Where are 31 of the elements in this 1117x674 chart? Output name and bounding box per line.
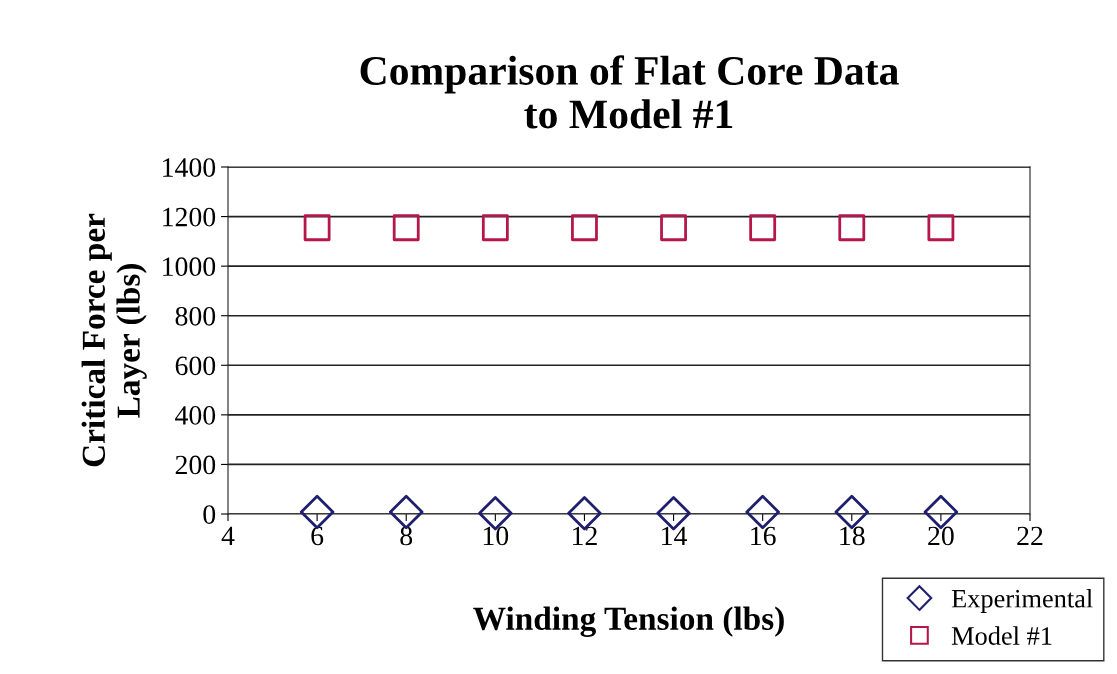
x-tick-label: 10 bbox=[483, 526, 509, 546]
point bbox=[303, 214, 331, 242]
x-tick-label: 18 bbox=[840, 526, 865, 546]
y-tick-label: 1200 bbox=[163, 207, 216, 227]
y-tick-label: 200 bbox=[175, 455, 216, 475]
x-tick-label: 14 bbox=[662, 526, 688, 546]
y-tick-label: 600 bbox=[175, 356, 216, 376]
point bbox=[927, 214, 955, 242]
x-tick-label: 12 bbox=[573, 526, 597, 546]
point bbox=[392, 214, 420, 242]
y-tick-label: 1400 bbox=[163, 158, 216, 177]
point bbox=[481, 214, 509, 242]
y-tick-label: 1000 bbox=[163, 257, 216, 277]
legend-label: Model #1 bbox=[951, 626, 1052, 645]
point bbox=[571, 214, 598, 242]
legend-label: Experimental bbox=[951, 589, 1093, 613]
point bbox=[838, 214, 866, 242]
x-tick-label: 22 bbox=[1017, 526, 1043, 546]
x-tick-label: 20 bbox=[928, 526, 954, 546]
y-tick-label: 0 bbox=[203, 505, 216, 524]
x-tick-label: 4 bbox=[221, 526, 235, 546]
x-tick-label: 6 bbox=[311, 526, 324, 546]
x-tick-label: 16 bbox=[751, 526, 776, 546]
y-tick-label: 400 bbox=[175, 406, 216, 425]
x-axis-title: Winding Tension (lbs) bbox=[473, 606, 784, 638]
y-tick-label: 800 bbox=[175, 306, 216, 326]
point bbox=[660, 214, 687, 242]
point bbox=[749, 214, 777, 242]
x-tick-label: 8 bbox=[400, 526, 413, 546]
y-axis-title: Critical Force per Layer (lbs) bbox=[81, 213, 147, 467]
chart-title: Comparison of Flat Core Data to Model #1 bbox=[360, 55, 899, 129]
